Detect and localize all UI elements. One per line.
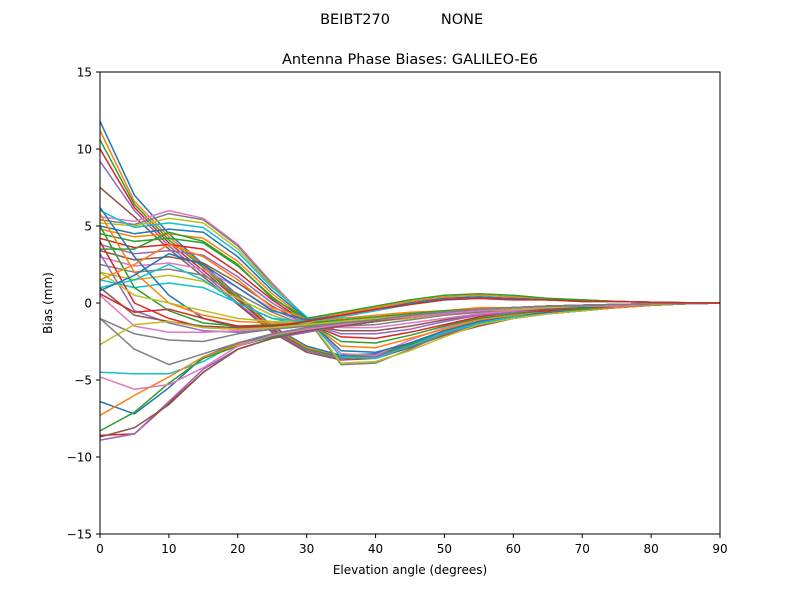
x-tick-label: 50	[437, 542, 452, 556]
x-tick-label: 10	[161, 542, 176, 556]
y-tick-label: −5	[74, 374, 92, 388]
axis-ticks: 0 10 20 30 40 50 60 70 80 90 −15 −10 −5 0 5 10 15	[67, 66, 728, 557]
y-tick-label: −10	[67, 451, 92, 465]
series-line	[100, 209, 720, 360]
x-tick-label: 90	[712, 542, 727, 556]
x-tick-label: 0	[96, 542, 104, 556]
y-tick-label: 5	[84, 220, 92, 234]
y-axis-label: Bias (mm)	[41, 272, 55, 334]
y-tick-label: 15	[77, 66, 92, 80]
series-line	[100, 302, 720, 366]
series-line	[100, 209, 720, 357]
x-tick-label: 40	[368, 542, 383, 556]
series-line	[100, 228, 720, 349]
y-tick-label: 0	[84, 297, 92, 311]
x-tick-label: 80	[643, 542, 658, 556]
suptitle-radome: NONE	[441, 12, 483, 28]
plot-area	[100, 120, 720, 441]
x-tick-label: 60	[506, 542, 521, 556]
x-axis-label: Elevation angle (degrees)	[333, 563, 487, 577]
x-tick-label: 30	[299, 542, 314, 556]
x-tick-label: 70	[575, 542, 590, 556]
series-line	[100, 225, 720, 354]
chart-title: Antenna Phase Biases: GALILEO-E6	[282, 52, 538, 68]
y-tick-label: −15	[67, 528, 92, 542]
y-tick-label: 10	[77, 143, 92, 157]
series-line	[100, 293, 720, 327]
x-tick-label: 20	[230, 542, 245, 556]
suptitle-station: BEIBT270	[320, 12, 390, 28]
series-line	[100, 256, 720, 329]
